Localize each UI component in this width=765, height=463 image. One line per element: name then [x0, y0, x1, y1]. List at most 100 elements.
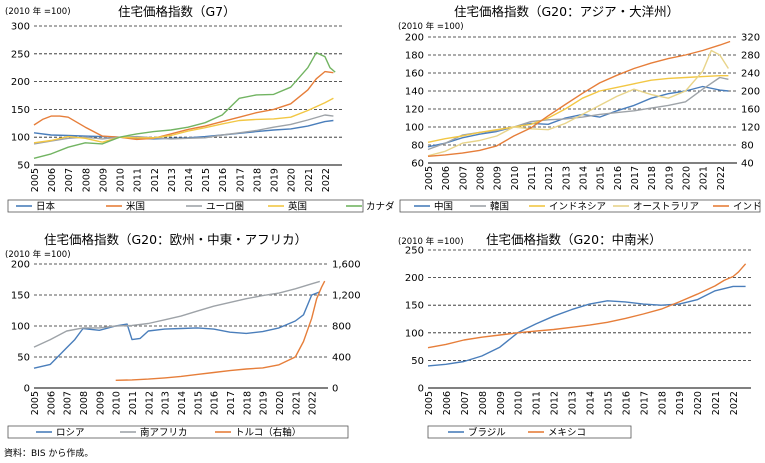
legend-box — [399, 199, 761, 213]
series-line-asia-1 — [427, 76, 729, 151]
y-tick-label: 150 — [11, 105, 30, 116]
legend-label: ロシア — [56, 428, 85, 439]
y-right-tick-label: 1,600 — [332, 260, 361, 271]
x-tick-label: 2009 — [493, 166, 504, 190]
x-tick-label: 2009 — [496, 391, 507, 415]
x-tick-label: 2015 — [596, 166, 607, 190]
y-tick-label: 50 — [411, 356, 424, 367]
x-tick-label: 2016 — [613, 166, 624, 190]
legend-label: カナダ — [366, 201, 395, 213]
chart-title: 住宅価格指数（G20：中南米） — [486, 232, 662, 247]
y-tick-label: 50 — [17, 161, 30, 172]
y-tick-label: 180 — [405, 51, 424, 62]
x-tick-label: 2011 — [532, 391, 543, 415]
y-tick-label: 50 — [17, 353, 30, 364]
y-tick-label: 150 — [11, 291, 30, 302]
x-tick-label: 2012 — [150, 168, 161, 192]
x-tick-label: 2013 — [561, 166, 572, 190]
series-line-latam-0 — [427, 285, 746, 367]
series-line-latam-1 — [427, 263, 747, 349]
x-tick-label: 2022 — [308, 391, 319, 415]
series-line-europe-2 — [115, 280, 326, 381]
y-tick-label: 200 — [405, 273, 424, 284]
x-tick-label: 2006 — [442, 391, 453, 415]
x-tick-label: 2007 — [64, 168, 75, 192]
x-tick-label: 2018 — [252, 168, 263, 192]
legend-label: 英国 — [288, 201, 307, 213]
x-tick-label: 2018 — [242, 391, 253, 415]
legend-label: 南アフリカ — [140, 427, 188, 439]
x-tick-label: 2005 — [424, 166, 435, 190]
x-tick-label: 2006 — [47, 168, 58, 192]
chart-panel-g7: 住宅価格指数（G7） (2010 年 =100) 50 100 150 200 250 300… — [5, 4, 395, 213]
x-tick-label: 2010 — [510, 166, 521, 190]
y-tick-label: 120 — [405, 105, 424, 116]
unit-label: (2010 年 =100) — [398, 236, 464, 247]
x-tick-label: 2005 — [424, 391, 435, 415]
unit-label: (2010 年 =100) — [398, 21, 464, 32]
y-tick-label: 160 — [405, 69, 424, 80]
y-tick-label: 250 — [11, 49, 30, 60]
x-tick-label: 2011 — [133, 168, 144, 192]
x-tick-label: 2013 — [568, 391, 579, 415]
legend-label: トルコ（右軸） — [235, 427, 301, 439]
y-tick-label: 300 — [11, 22, 30, 33]
chart-title: 住宅価格指数（G7） — [118, 4, 236, 19]
x-tick-label: 2008 — [476, 166, 487, 190]
legend-box — [7, 425, 349, 439]
x-tick-label: 2019 — [675, 391, 686, 415]
y-right-tick-label: 80 — [741, 141, 754, 152]
x-tick-label: 2022 — [716, 166, 727, 190]
legend-label: 韓国 — [490, 202, 509, 213]
series-line-g7-1 — [33, 70, 334, 141]
x-tick-label: 2013 — [167, 168, 178, 192]
series-line-asia-3 — [427, 49, 729, 157]
x-tick-label: 2012 — [144, 391, 155, 415]
x-tick-label: 2008 — [79, 391, 90, 415]
y-tick-label: 200 — [405, 33, 424, 44]
x-tick-label: 2017 — [639, 391, 650, 415]
y-tick-label: 60 — [411, 159, 424, 170]
source-note: 資料：BIS から作成。 — [4, 449, 94, 459]
x-tick-label: 2014 — [177, 391, 188, 415]
x-tick-label: 2014 — [586, 391, 597, 415]
x-tick-label: 2010 — [112, 391, 123, 415]
chart-panel-latam: 住宅価格指数（G20：中南米） (2010 年 =100) 0 50 100 150 200… — [398, 232, 751, 439]
y-right-tick-label: 240 — [741, 69, 760, 80]
y-tick-label: 0 — [24, 384, 30, 395]
chart-title: 住宅価格指数（G20：欧州・中東・アフリカ） — [44, 232, 307, 247]
y-right-tick-label: 320 — [741, 33, 760, 44]
x-tick-label: 2006 — [441, 166, 452, 190]
x-tick-label: 2019 — [259, 391, 270, 415]
legend-label: インド（右軸） — [733, 201, 765, 213]
chart-title: 住宅価格指数（G20：アジア・大洋州） — [454, 4, 679, 19]
y-right-tick-label: 120 — [741, 123, 760, 134]
legend-label: 日本 — [36, 201, 56, 213]
chart-panel-asia: 住宅価格指数（G20：アジア・大洋州） (2010 年 =100) 60 80 100 1… — [398, 4, 765, 213]
y-right-tick-label: 800 — [332, 322, 351, 333]
x-tick-label: 2020 — [693, 391, 704, 415]
legend-label: ブラジル — [468, 427, 506, 439]
y-tick-label: 100 — [405, 328, 424, 339]
x-tick-label: 2010 — [514, 391, 525, 415]
series-line-g7-3 — [33, 97, 334, 144]
series-line-asia-4 — [427, 40, 731, 157]
x-tick-label: 2018 — [647, 166, 658, 190]
y-right-tick-label: 40 — [741, 159, 754, 170]
legend-europe: ロシア 南アフリカ トルコ（右軸） — [7, 425, 349, 439]
x-tick-label: 2008 — [81, 168, 92, 192]
y-tick-label: 0 — [418, 384, 424, 395]
y-tick-label: 100 — [11, 133, 30, 144]
x-tick-label: 2020 — [287, 168, 298, 192]
x-tick-label: 2022 — [729, 391, 740, 415]
y-right-tick-label: 280 — [741, 51, 760, 62]
x-tick-label: 2010 — [116, 168, 127, 192]
legend-label: 米国 — [126, 201, 145, 213]
y-tick-label: 100 — [11, 322, 30, 333]
x-tick-label: 2014 — [579, 166, 590, 190]
legend-label: オーストラリア — [633, 202, 699, 213]
series-line-g7-4 — [33, 52, 336, 159]
series-line-europe-0 — [33, 291, 321, 369]
y-tick-label: 150 — [405, 301, 424, 312]
